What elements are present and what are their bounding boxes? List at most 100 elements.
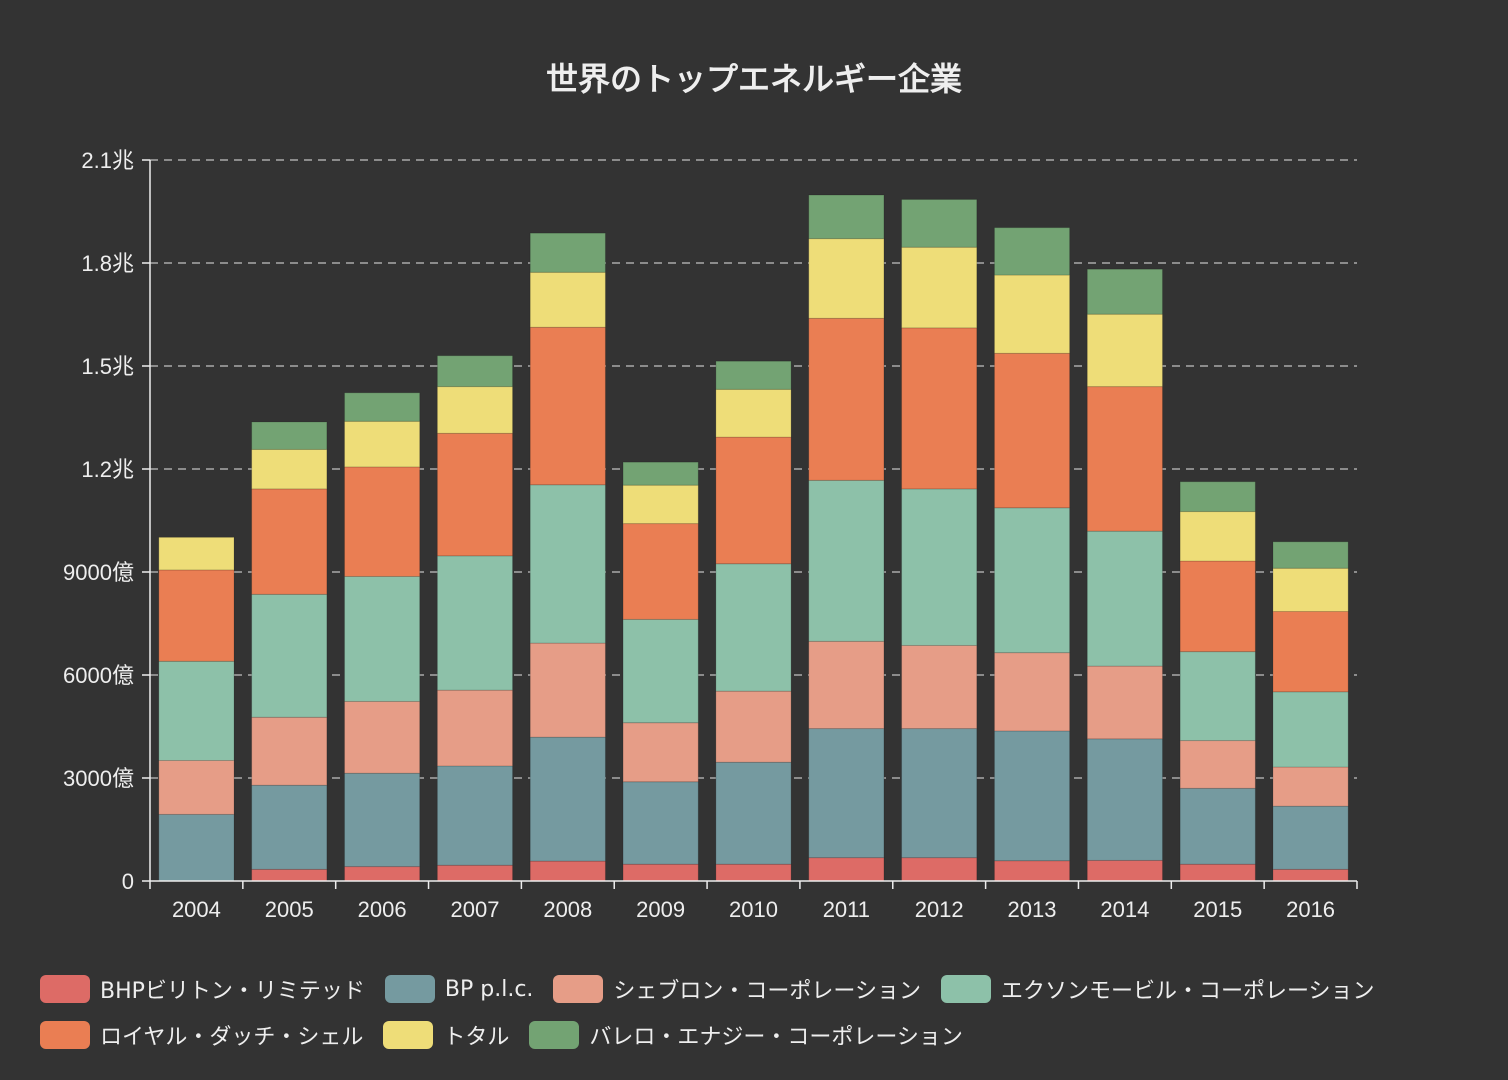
bar-segment <box>808 479 885 642</box>
x-tick-label: 2010 <box>729 897 778 922</box>
bar-segment <box>344 420 421 468</box>
bar-segment <box>251 716 328 786</box>
bar-segment <box>715 690 792 763</box>
legend-swatch <box>383 1021 434 1049</box>
legend-label: シェブロン・コーポレーション <box>613 979 921 1004</box>
bar-segment <box>1179 787 1256 865</box>
bar-segment <box>251 488 328 595</box>
bar-segment <box>901 644 978 730</box>
legend-item-bhp[interactable]: BHPビリトン・リミテッド <box>40 973 365 1005</box>
y-tick-label: 1.5兆 <box>81 354 134 379</box>
legend-item-chevron[interactable]: シェブロン・コーポレーション <box>553 973 921 1005</box>
bar-segment <box>344 772 421 868</box>
bar-segment <box>993 652 1071 732</box>
legend-item-exxon[interactable]: エクソンモービル・コーポレーション <box>940 973 1375 1005</box>
bar-segment <box>993 227 1071 276</box>
bar-segment <box>158 813 235 882</box>
bar-segment <box>251 784 328 870</box>
bar-segment <box>1272 868 1349 882</box>
bar-segment <box>344 575 421 702</box>
bar-segment <box>529 326 606 486</box>
bar-segment <box>1272 691 1349 768</box>
bar-segment <box>1272 766 1349 807</box>
bar-stack-2004 <box>158 536 235 882</box>
bar-segment <box>158 569 235 662</box>
bar-segment <box>715 360 792 390</box>
bar-segment <box>808 238 885 319</box>
bar-stack-2008 <box>529 232 606 882</box>
bar-segment <box>622 484 699 525</box>
bar-stack-2007 <box>436 355 514 882</box>
bar-segment <box>436 689 514 767</box>
bar-segment <box>901 857 978 882</box>
legend-item-total[interactable]: トタル <box>383 1019 509 1051</box>
bar-segment <box>1086 665 1163 740</box>
bar-segment <box>808 728 885 859</box>
bar-segment <box>901 246 978 329</box>
legend-item-bp[interactable]: BP p.l.c. <box>384 975 534 1003</box>
bar-segment <box>1272 610 1349 693</box>
bar-segment <box>901 488 978 646</box>
legend-swatch <box>553 975 604 1003</box>
bar-segment <box>251 421 328 450</box>
legend-label: BP p.l.c. <box>444 976 534 1002</box>
bar-segment <box>1086 268 1163 315</box>
bar-segment <box>1179 511 1256 562</box>
bar-segment <box>1086 738 1163 861</box>
bar-stack-2013 <box>993 227 1071 882</box>
legend-item-valero[interactable]: バレロ・エナジー・コーポレーション <box>529 1019 963 1051</box>
bar-segment <box>622 461 699 486</box>
legend-row-2: ロイヤル・ダッチ・シェル トタル バレロ・エナジー・コーポレーション <box>40 1012 1500 1058</box>
bar-segment <box>436 355 514 388</box>
bar-stack-2006 <box>344 392 421 882</box>
bar-segment <box>622 863 699 882</box>
bar-segment <box>158 759 235 815</box>
bar-segment <box>715 863 792 882</box>
bar-segment <box>436 555 514 691</box>
bar-segment <box>158 536 235 571</box>
legend-label: トタル <box>443 1025 510 1050</box>
bar-segment <box>715 388 792 438</box>
legend-item-shell[interactable]: ロイヤル・ダッチ・シェル <box>40 1019 363 1051</box>
bar-segment <box>901 728 978 859</box>
bar-segment <box>715 761 792 865</box>
bar-segment <box>344 466 421 577</box>
x-tick-label: 2009 <box>636 897 685 922</box>
y-tick-label: 9000億 <box>63 560 134 585</box>
x-tick-label: 2007 <box>450 897 499 922</box>
bar-stack-2014 <box>1086 268 1163 882</box>
axes <box>142 159 1358 889</box>
bar-segment <box>529 642 606 738</box>
bar-segment <box>901 198 978 248</box>
bar-segment <box>344 700 421 774</box>
bar-segment <box>1179 651 1256 742</box>
bar-segment <box>436 765 514 866</box>
bar-segment <box>808 857 885 882</box>
bar-segment <box>344 866 421 882</box>
x-tick-label: 2004 <box>172 897 221 922</box>
legend: BHPビリトン・リミテッド BP p.l.c. シェブロン・コーポレーション エ… <box>40 966 1500 1058</box>
y-tick-label: 3000億 <box>63 766 134 791</box>
bar-segment <box>1179 740 1256 789</box>
bar-segment <box>808 194 885 240</box>
bar-segment <box>1179 560 1256 653</box>
x-tick-label: 2006 <box>358 897 407 922</box>
y-tick-label: 0 <box>122 869 134 894</box>
bar-segment <box>251 868 328 882</box>
legend-label: バレロ・エナジー・コーポレーション <box>589 1025 963 1050</box>
y-tick-label: 1.2兆 <box>81 457 134 482</box>
bar-segment <box>1086 530 1163 667</box>
bar-segment <box>1272 567 1349 612</box>
bar-segment <box>622 618 699 724</box>
bar-stack-2011 <box>808 194 885 882</box>
bar-segment <box>901 327 978 490</box>
bar-stack-2012 <box>901 198 978 882</box>
bar-segment <box>529 736 606 862</box>
x-tick-label: 2011 <box>823 897 870 922</box>
legend-swatch <box>940 975 991 1003</box>
bar-segment <box>808 640 885 730</box>
bar-segment <box>993 274 1071 354</box>
x-axis-labels: 2004 2005 2006 2007 2008 2009 2010 2011 2012 2013… <box>172 897 1335 922</box>
bar-segment <box>622 781 699 865</box>
